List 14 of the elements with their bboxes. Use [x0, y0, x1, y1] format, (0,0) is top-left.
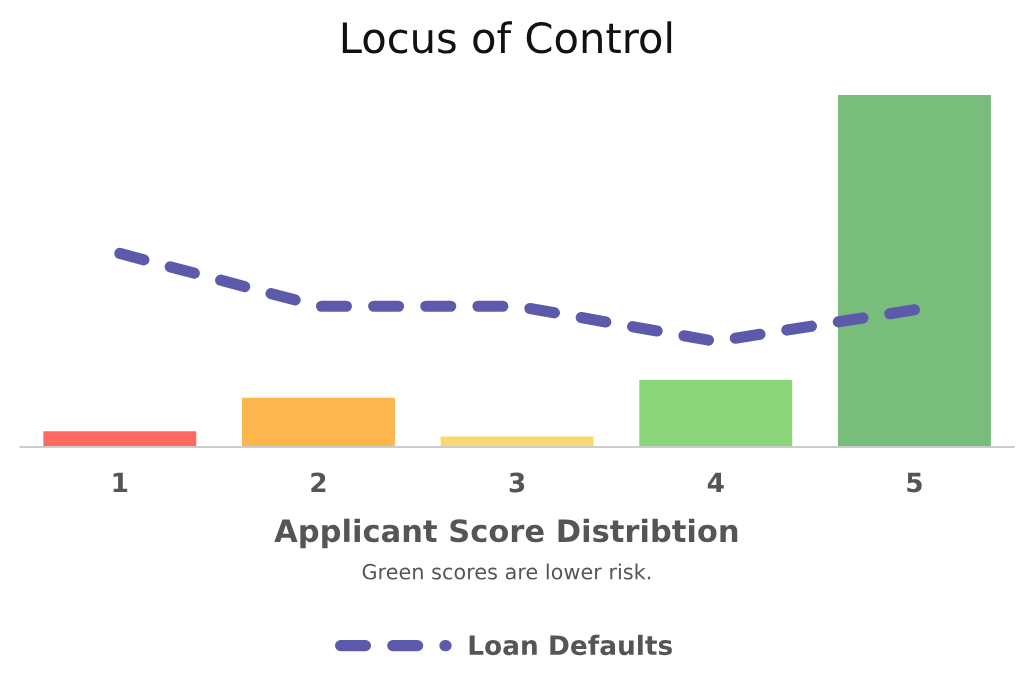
x-tick-label: 2	[311, 472, 326, 493]
x-tick-label: 1	[113, 472, 128, 493]
text: Green scores are lower risk.	[362, 563, 651, 580]
bar	[837, 95, 991, 447]
bar	[440, 436, 594, 447]
x-tick-label: 4	[707, 472, 724, 493]
bar	[639, 380, 793, 447]
x-axis-title: Applicant Score Distribtion	[274, 518, 738, 549]
bar	[43, 431, 197, 447]
x-tick-label: 3	[509, 472, 525, 493]
x-tick-label: 5	[907, 472, 922, 493]
bar	[241, 397, 395, 447]
legend-label: Loan Defaults	[469, 634, 672, 656]
chart-title: Locus of Control	[342, 21, 672, 54]
